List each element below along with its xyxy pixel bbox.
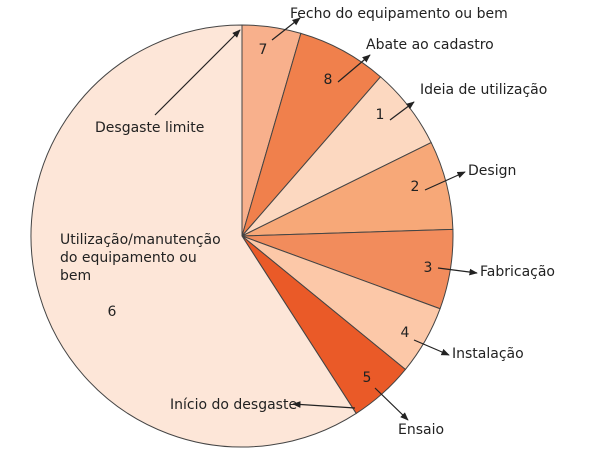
- slice-label: 6: [108, 304, 117, 320]
- slice-label: 4: [401, 325, 410, 341]
- annotation: Fecho do equipamento ou bem: [290, 6, 508, 22]
- slice-label: 5: [363, 370, 372, 386]
- annotation: Abate ao cadastro: [366, 37, 494, 53]
- annotation-arrow: [374, 387, 409, 421]
- annotation-arrow: [389, 101, 415, 121]
- annotation: Fabricação: [480, 264, 555, 280]
- slice-label: 2: [411, 179, 420, 195]
- annotation-arrow: [337, 54, 371, 83]
- annotation-arrow: [154, 29, 241, 116]
- annotation: Ensaio: [398, 422, 444, 438]
- annotation-arrow: [292, 401, 356, 409]
- annotation-arrow: [437, 267, 478, 276]
- annotation-arrow: [424, 171, 466, 191]
- annotation: Desgaste limite: [95, 120, 204, 136]
- annotation: Instalação: [452, 346, 524, 362]
- annotation: Ideia de utilização: [420, 82, 547, 98]
- annotation: Início do desgaste: [170, 397, 297, 413]
- annotation: Design: [468, 163, 516, 179]
- slice-label: 8: [324, 72, 333, 88]
- slice-label: 1: [376, 107, 385, 123]
- slice-label: 7: [259, 42, 268, 58]
- annotation: Utilização/manutenção do equipamento ou …: [60, 232, 221, 284]
- annotation-arrow: [413, 339, 450, 356]
- pie-slice: [30, 24, 357, 448]
- annotation-arrow: [271, 17, 301, 41]
- slice-label: 3: [424, 260, 433, 276]
